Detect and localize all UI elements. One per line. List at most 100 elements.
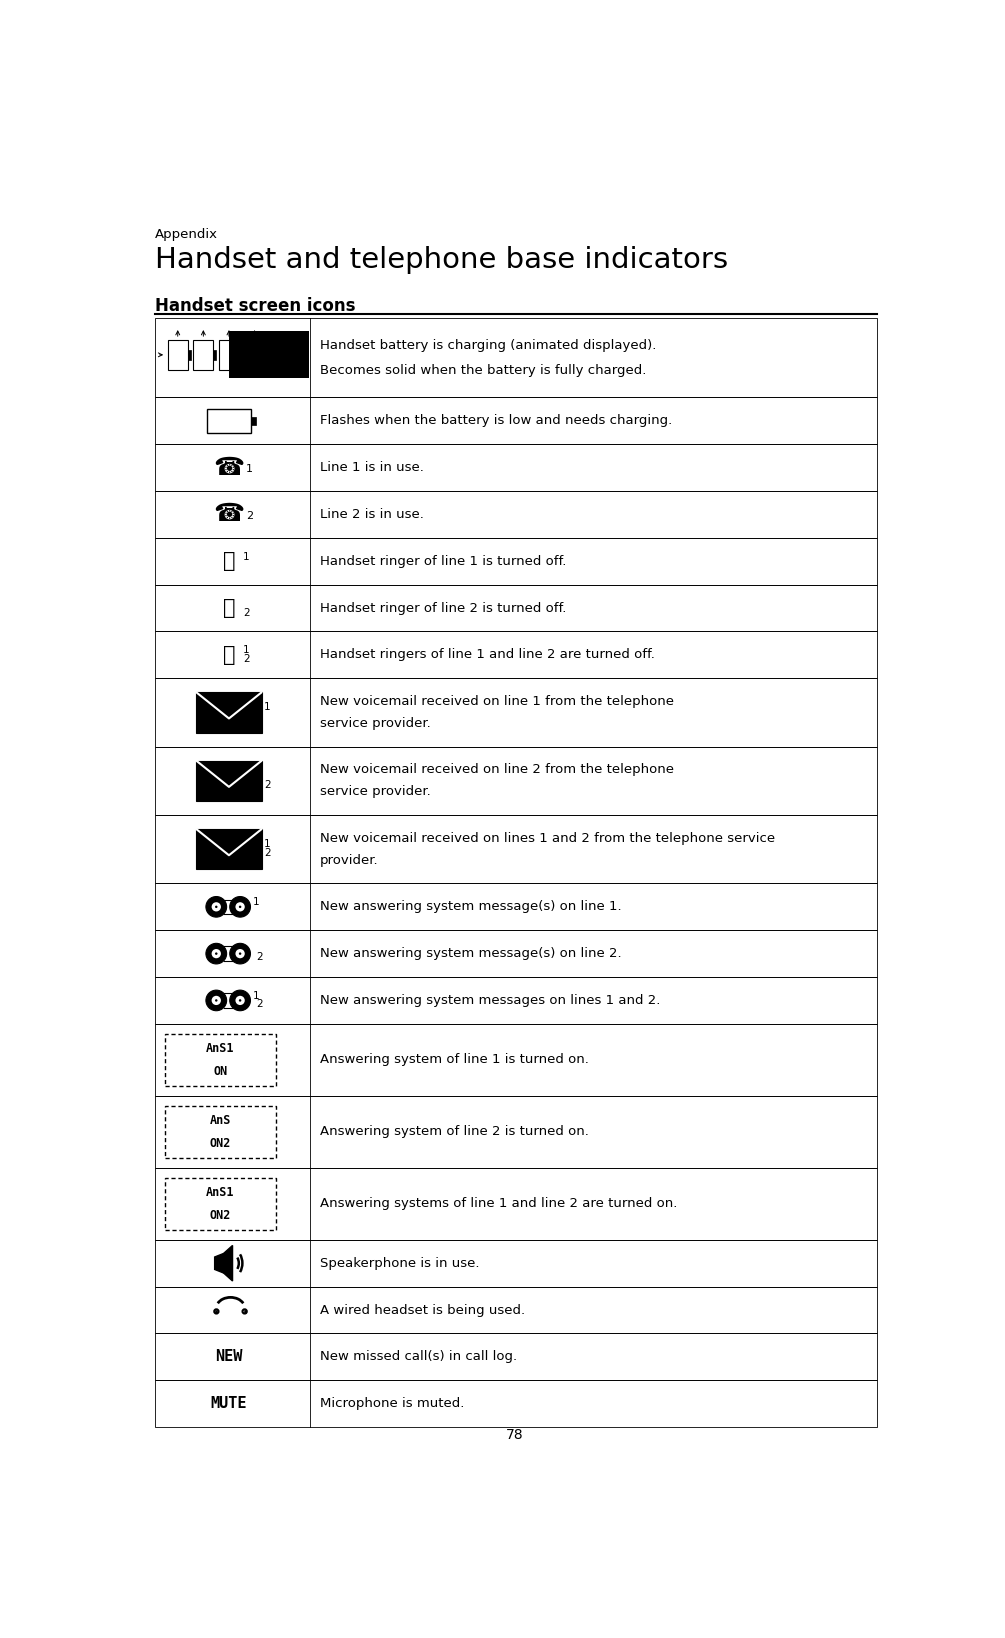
Circle shape [215, 952, 217, 955]
Bar [155, 976, 877, 1024]
Bar [155, 585, 877, 631]
Bar [155, 816, 877, 883]
Bar [155, 930, 877, 976]
Bar [290, 349, 293, 360]
Text: ON2: ON2 [210, 1209, 231, 1222]
Text: 2: 2 [264, 780, 270, 790]
Bar [244, 339, 264, 370]
Text: 1: 1 [253, 898, 259, 907]
Bar [207, 408, 250, 432]
Bar [155, 747, 877, 816]
Text: AnS: AnS [210, 1114, 231, 1127]
Text: 2: 2 [243, 655, 249, 665]
Text: 🔕: 🔕 [223, 645, 235, 665]
Circle shape [212, 903, 221, 911]
Bar [155, 1286, 877, 1333]
Text: Handset battery is charging (animated displayed).: Handset battery is charging (animated di… [320, 339, 656, 352]
Bar [155, 883, 877, 930]
Text: Becomes solid when the battery is fully charged.: Becomes solid when the battery is fully … [320, 364, 646, 377]
Text: ☎: ☎ [213, 455, 244, 480]
Circle shape [215, 906, 217, 907]
Bar [239, 349, 242, 360]
Text: 1: 1 [253, 991, 259, 1001]
Text: 78: 78 [507, 1428, 524, 1441]
Text: Answering systems of line 1 and line 2 are turned on.: Answering systems of line 1 and line 2 a… [320, 1197, 677, 1210]
Text: 1: 1 [243, 645, 249, 655]
Bar [251, 331, 309, 378]
Circle shape [230, 989, 250, 1011]
Bar [264, 349, 267, 360]
Text: Answering system of line 2 is turned on.: Answering system of line 2 is turned on. [320, 1125, 589, 1138]
Text: Line 2 is in use.: Line 2 is in use. [320, 508, 424, 521]
Circle shape [230, 943, 250, 963]
Bar [155, 1168, 877, 1240]
Text: Appendix: Appendix [155, 228, 218, 241]
Circle shape [212, 996, 221, 1006]
Text: Handset ringers of line 1 and line 2 are turned off.: Handset ringers of line 1 and line 2 are… [320, 649, 654, 662]
Circle shape [206, 989, 227, 1011]
Bar [155, 678, 877, 747]
Text: 🔕: 🔕 [223, 598, 235, 618]
Text: 2: 2 [256, 999, 262, 1009]
Bar [155, 631, 877, 678]
Text: 1: 1 [246, 464, 253, 473]
Text: Flashes when the battery is low and needs charging.: Flashes when the battery is low and need… [320, 414, 672, 428]
Text: Handset ringer of line 2 is turned off.: Handset ringer of line 2 is turned off. [320, 601, 566, 614]
Text: New missed call(s) in call log.: New missed call(s) in call log. [320, 1350, 517, 1363]
Bar [196, 829, 261, 870]
Bar [219, 339, 239, 370]
Text: 1: 1 [264, 703, 270, 713]
Bar [155, 1096, 877, 1168]
Text: Speakerphone is in use.: Speakerphone is in use. [320, 1256, 479, 1269]
Text: ON2: ON2 [210, 1137, 231, 1150]
Bar [188, 349, 191, 360]
Circle shape [206, 943, 227, 963]
Bar [155, 537, 877, 585]
Bar [240, 331, 283, 378]
Text: MUTE: MUTE [211, 1396, 247, 1410]
Text: New answering system message(s) on line 2.: New answering system message(s) on line … [320, 947, 621, 960]
Circle shape [239, 906, 241, 907]
Circle shape [212, 948, 221, 958]
Text: ON: ON [213, 1065, 227, 1078]
Text: AnS1: AnS1 [206, 1042, 235, 1055]
Text: 1: 1 [264, 839, 270, 848]
Text: 2: 2 [264, 848, 270, 858]
Text: NEW: NEW [215, 1350, 242, 1364]
Circle shape [239, 999, 241, 1002]
Circle shape [230, 896, 250, 917]
Circle shape [235, 948, 245, 958]
Bar [155, 1333, 877, 1381]
Bar [193, 339, 213, 370]
Text: Line 1 is in use.: Line 1 is in use. [320, 462, 424, 473]
Text: New answering system messages on lines 1 and 2.: New answering system messages on lines 1… [320, 994, 660, 1007]
Bar [155, 444, 877, 491]
Text: provider.: provider. [320, 853, 378, 867]
Bar [168, 339, 188, 370]
Bar [155, 491, 877, 537]
Bar [270, 339, 290, 370]
Text: Handset ringer of line 1 is turned off.: Handset ringer of line 1 is turned off. [320, 555, 566, 568]
Circle shape [206, 896, 227, 917]
Text: 2: 2 [243, 608, 249, 618]
Text: 1: 1 [243, 552, 249, 562]
Circle shape [239, 952, 241, 955]
Text: 2: 2 [246, 511, 253, 521]
Bar [196, 693, 261, 732]
Text: 🔕: 🔕 [223, 552, 235, 572]
Bar [165, 1106, 276, 1158]
Circle shape [215, 999, 217, 1002]
Bar [155, 1240, 877, 1286]
Circle shape [235, 996, 245, 1006]
Text: Handset and telephone base indicators: Handset and telephone base indicators [155, 246, 729, 274]
Text: AnS1: AnS1 [206, 1186, 235, 1199]
Text: ☎: ☎ [213, 503, 244, 526]
Text: Microphone is muted.: Microphone is muted. [320, 1397, 464, 1410]
Bar [155, 1024, 877, 1096]
Text: Handset screen icons: Handset screen icons [155, 298, 356, 316]
Text: New voicemail received on line 1 from the telephone: New voicemail received on line 1 from th… [320, 695, 673, 708]
Text: New voicemail received on lines 1 and 2 from the telephone service: New voicemail received on lines 1 and 2 … [320, 832, 775, 845]
Bar [229, 331, 257, 378]
Bar [155, 398, 877, 444]
Bar [165, 1178, 276, 1230]
